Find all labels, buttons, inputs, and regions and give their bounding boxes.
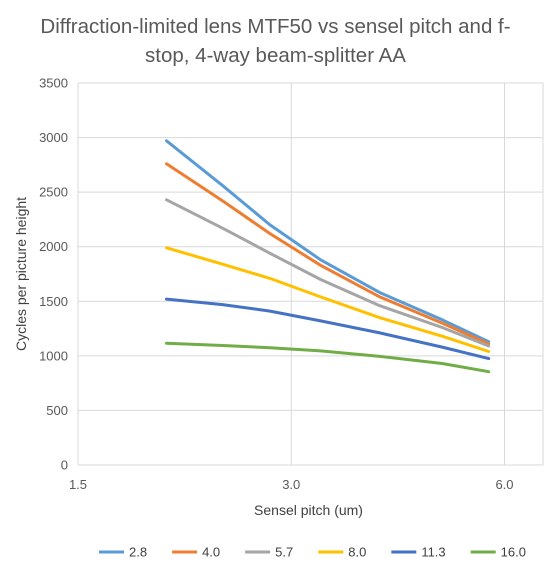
- x-tick-label: 3.0: [282, 477, 300, 492]
- y-tick-label: 1000: [39, 348, 68, 363]
- y-tick-label: 3000: [39, 130, 68, 145]
- y-tick-label: 2500: [39, 185, 68, 200]
- x-axis-title: Sensel pitch (um): [254, 502, 363, 518]
- series-line-5-7: [165, 198, 491, 348]
- series-line-4-0: [165, 162, 491, 346]
- series-line-16-0: [165, 341, 491, 374]
- legend-label: 11.3: [421, 545, 445, 560]
- x-tick-label: 1.5: [69, 477, 87, 492]
- chart-title: Diffraction-limited lens MTF50 vs sensel…: [40, 15, 511, 67]
- y-tick-label: 3500: [39, 76, 68, 91]
- legend-label: 16.0: [501, 545, 526, 560]
- legend-label: 5.7: [275, 545, 293, 560]
- y-tick-label: 500: [46, 403, 68, 418]
- y-tick-label: 2000: [39, 239, 68, 254]
- x-tick-label: 6.0: [495, 477, 513, 492]
- series-line-2-8: [165, 139, 491, 344]
- y-tick-label: 1500: [39, 294, 68, 309]
- legend-label: 2.8: [129, 545, 147, 560]
- series-line-8-0: [165, 246, 491, 353]
- y-axis-title: Cycles per picture height: [13, 197, 29, 351]
- series-line-11-3: [165, 297, 491, 361]
- legend-label: 8.0: [348, 545, 366, 560]
- legend-label: 4.0: [202, 545, 220, 560]
- y-tick-label: 0: [61, 458, 68, 473]
